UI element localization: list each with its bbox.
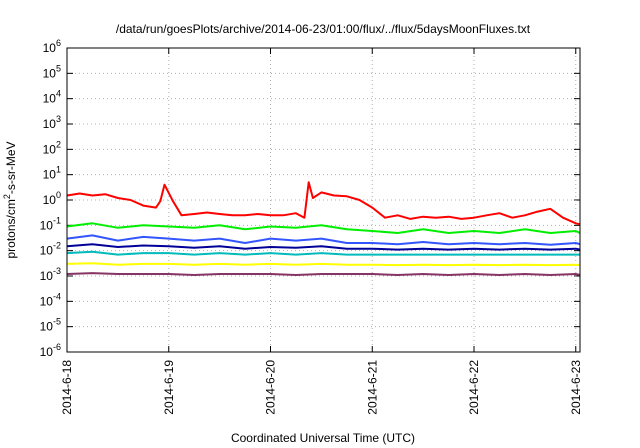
y-tick-base: 10 [43, 142, 57, 156]
x-tick-label: 2014-6-22 [467, 360, 481, 415]
y-tick-label: 10-3 [40, 266, 61, 283]
y-tick-exponent: 3 [56, 114, 61, 124]
y-tick-base: 10 [40, 345, 54, 359]
y-tick-label: 10-6 [40, 342, 61, 359]
y-tick-base: 10 [40, 269, 54, 283]
series-line [66, 234, 581, 246]
y-tick-exponent: -1 [53, 215, 61, 225]
y-tick-label: 105 [43, 63, 61, 80]
y-tick-base: 10 [43, 66, 57, 80]
x-tick-label: 2014-6-21 [365, 360, 379, 415]
y-tick-base: 10 [40, 294, 54, 308]
y-tick-base: 10 [43, 168, 57, 182]
series-line [66, 243, 581, 251]
x-tick-label: 2014-6-20 [264, 360, 278, 415]
y-tick-label: 10-1 [40, 215, 61, 232]
y-tick-base: 10 [40, 218, 54, 232]
series-lines [66, 181, 581, 276]
x-tick-label: 2014-6-23 [569, 360, 583, 415]
series-line [66, 181, 581, 226]
y-tick-exponent: -6 [53, 342, 61, 352]
y-tick-base: 10 [43, 92, 57, 106]
y-tick-labels: 10-610-510-410-310-210-11001011021031041… [40, 38, 61, 359]
y-tick-exponent: -4 [53, 291, 61, 301]
y-tick-base: 10 [43, 41, 57, 55]
y-axis-label: protons/cm2-s-sr-MeV [2, 141, 18, 258]
y-tick-label: 106 [43, 38, 61, 55]
y-tick-label: 100 [43, 190, 61, 207]
y-tick-exponent: 6 [56, 38, 61, 48]
y-tick-exponent: 1 [56, 165, 61, 175]
y-axis-label-tail: -s-sr-MeV [4, 141, 18, 194]
y-tick-base: 10 [40, 244, 54, 258]
y-tick-exponent: 2 [56, 139, 61, 149]
y-tick-label: 103 [43, 114, 61, 131]
y-tick-label: 104 [43, 89, 61, 106]
y-tick-exponent: 5 [56, 63, 61, 73]
y-tick-base: 10 [43, 193, 57, 207]
y-tick-label: 101 [43, 165, 61, 182]
y-axis-label-main: protons/cm [4, 199, 18, 258]
y-tick-exponent: -5 [53, 317, 61, 327]
x-tick-label: 2014-6-19 [162, 360, 176, 415]
x-axis-label: Coordinated Universal Time (UTC) [231, 431, 415, 445]
x-tick-labels: 2014-6-18 2014-6-19 2014-6-20 2014-6-21 2014… [60, 360, 583, 415]
y-tick-base: 10 [43, 117, 57, 131]
y-tick-exponent: 4 [56, 89, 61, 99]
y-tick-label: 102 [43, 139, 61, 156]
series-line [66, 250, 580, 256]
y-tick-base: 10 [40, 320, 54, 334]
series-line [66, 222, 581, 234]
chart-title: /data/run/goesPlots/archive/2014-06-23/0… [116, 22, 531, 36]
series-line [66, 272, 581, 276]
y-tick-label: 10-5 [40, 317, 61, 334]
y-axis-label-sup: 2 [2, 194, 12, 199]
plot-frame [66, 47, 581, 353]
y-tick-exponent: 0 [56, 190, 61, 200]
x-tick-label: 2014-6-18 [60, 360, 74, 415]
series-line [66, 262, 581, 267]
y-tick-exponent: -3 [53, 266, 61, 276]
y-tick-exponent: -2 [53, 241, 61, 251]
y-tick-label: 10-4 [40, 291, 61, 308]
y-tick-label: 10-2 [40, 241, 61, 258]
grid-lines [66, 47, 580, 353]
